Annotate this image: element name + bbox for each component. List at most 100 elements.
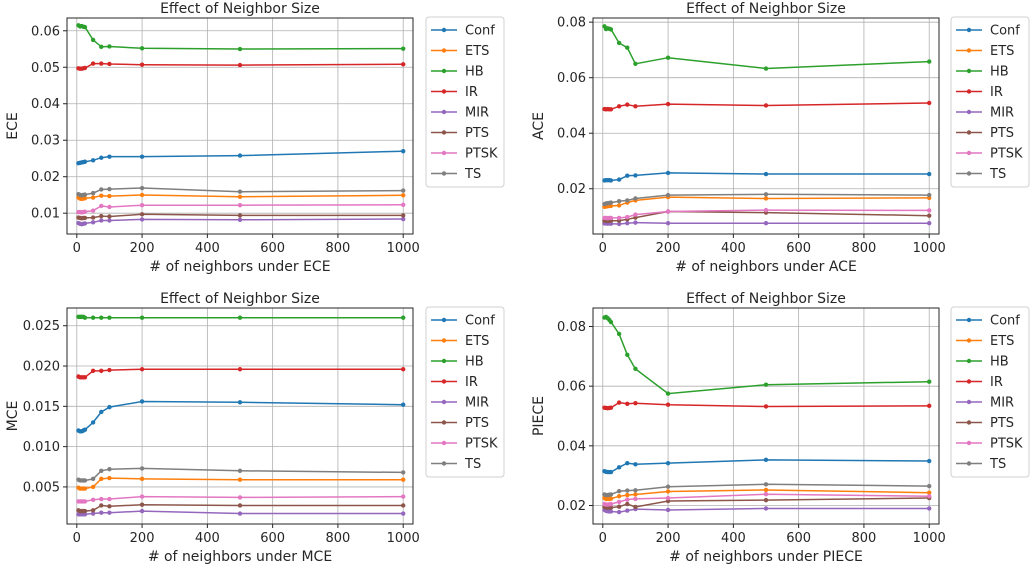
chart-2-legend-label-mir: MIR xyxy=(990,106,1014,121)
chart-4-legend-label-ts: TS xyxy=(989,457,1006,472)
chart-2-point-ts-10 xyxy=(927,192,932,198)
chart-2-point-ts-8 xyxy=(665,192,671,198)
chart-3-point-mir-9 xyxy=(237,511,243,516)
chart-1-legend-marker-ptsk xyxy=(441,150,447,156)
chart-2-point-hb-4 xyxy=(608,27,614,32)
chart-2-point-hb-8 xyxy=(665,55,671,60)
chart-2-point-mir-10 xyxy=(927,220,932,226)
chart-2-point-ets-9 xyxy=(763,196,769,201)
chart-3-point-ptsk-6 xyxy=(99,496,104,502)
chart-2-point-mir-9 xyxy=(763,220,769,226)
chart-2-legend-marker-conf xyxy=(966,27,972,33)
chart-4-point-ptsk-10 xyxy=(927,494,932,499)
chart-1-point-ets-6 xyxy=(99,193,104,198)
chart-1-point-conf-7 xyxy=(107,154,112,159)
chart-1-point-ets-8 xyxy=(139,192,145,198)
chart-2-point-conf-8 xyxy=(665,170,671,176)
chart-4-ytick-label-1: 0.04 xyxy=(557,439,586,454)
chart-4-legend-marker-ets xyxy=(966,338,972,343)
chart-2-legend-marker-hb xyxy=(966,68,972,74)
chart-2-point-mir-6 xyxy=(625,220,630,226)
chart-1-point-ts-9 xyxy=(237,189,243,194)
chart-2-legend-marker-ir xyxy=(966,89,972,94)
chart-2-point-ptsk-6 xyxy=(625,214,630,220)
chart-1-point-mir-7 xyxy=(107,218,112,223)
chart-1-point-ptsk-5 xyxy=(90,208,96,213)
chart-1-point-ptsk-8 xyxy=(139,202,145,208)
chart-3-point-pts-4 xyxy=(82,508,88,514)
chart-2-title: Effect of Neighbor Size xyxy=(686,1,846,17)
chart-1-ytick-label-0: 0.01 xyxy=(31,207,60,222)
chart-2-point-ptsk-10 xyxy=(927,208,932,213)
chart-2-xtick-label-0: 0 xyxy=(599,241,607,256)
chart-2-frame xyxy=(592,17,940,235)
chart-2-point-ir-7 xyxy=(633,104,638,109)
chart-3-legend-label-hb: HB xyxy=(465,355,484,370)
chart-3-point-pts-5 xyxy=(90,508,96,513)
chart-4-point-ptsk-6 xyxy=(625,497,630,502)
chart-2-point-ir-9 xyxy=(763,103,769,108)
chart-2-point-ets-5 xyxy=(616,203,622,208)
chart-4-point-ir-10 xyxy=(927,403,932,409)
chart-3-point-ets-10 xyxy=(401,477,406,482)
chart-2-ytick-label-2: 0.06 xyxy=(557,71,586,86)
chart-4-legend-marker-conf xyxy=(966,317,972,323)
chart-2-legend: Conf ETS HB IR MIR PTS PTSK TS xyxy=(950,16,1030,188)
chart-2-xlabel: # of neighbors under ACE xyxy=(675,259,857,275)
chart-1-legend-label-ptsk: PTSK xyxy=(465,147,498,162)
chart-4-legend-label-pts: PTS xyxy=(990,416,1014,431)
chart-3-legend-marker-ptsk xyxy=(441,440,447,446)
chart-3-point-conf-4 xyxy=(82,427,88,432)
chart-4-point-ets-7 xyxy=(633,492,638,497)
chart-3-point-ptsk-8 xyxy=(139,494,145,499)
chart-3-point-ir-4 xyxy=(82,375,88,380)
chart-4-ytick-label-2: 0.06 xyxy=(557,380,586,395)
chart-4-legend-label-conf: Conf xyxy=(990,314,1020,329)
chart-3-point-conf-8 xyxy=(139,399,145,404)
chart-1-point-ir-8 xyxy=(139,62,145,67)
chart-2-legend-marker-pts xyxy=(966,130,972,135)
chart-4-point-mir-9 xyxy=(763,506,769,511)
chart-1-frame xyxy=(66,17,414,235)
chart-1-point-ptsk-4 xyxy=(82,209,88,214)
chart-3-xlabel: # of neighbors under MCE xyxy=(148,549,332,565)
chart-3-point-conf-10 xyxy=(401,402,406,407)
chart-1-point-hb-7 xyxy=(107,44,112,49)
chart-4-legend-marker-hb xyxy=(966,358,972,364)
chart-4-point-hb-6 xyxy=(625,352,630,358)
chart-2-legend-frame xyxy=(950,16,1030,188)
chart-1-point-hb-4 xyxy=(82,24,88,30)
chart-1-point-ir-5 xyxy=(90,61,96,66)
chart-4-xtick-label-0: 0 xyxy=(599,531,607,546)
chart-3-xtick-label-1: 200 xyxy=(130,531,155,546)
chart-4-point-ets-6 xyxy=(625,492,630,498)
chart-3-point-ptsk-4 xyxy=(82,499,88,504)
chart-1-legend-frame xyxy=(425,16,505,188)
chart-2-point-ir-10 xyxy=(927,100,932,106)
chart-1-point-ptsk-10 xyxy=(401,202,406,208)
chart-3-point-conf-7 xyxy=(107,404,112,410)
chart-3-point-ets-4 xyxy=(82,486,88,491)
chart-3-legend-label-conf: Conf xyxy=(465,314,495,329)
chart-1-point-conf-10 xyxy=(401,148,406,154)
chart-1: 0 200 400 600 800 1000 0.01 0.02 0.03 0.04 0.05 0.0… xyxy=(5,1,505,275)
chart-1-point-ir-7 xyxy=(107,61,112,67)
chart-1-xtick-label-2: 400 xyxy=(195,241,220,256)
chart-4-point-mir-6 xyxy=(625,508,630,513)
chart-1-xtick-label-1: 200 xyxy=(130,241,155,256)
chart-3-point-hb-6 xyxy=(99,315,104,320)
chart-2-point-ts-5 xyxy=(616,199,622,204)
chart-4-ylabel: PIECE xyxy=(531,396,547,436)
chart-3-point-hb-7 xyxy=(107,315,112,320)
chart-4-point-conf-5 xyxy=(616,465,622,470)
chart-4-point-mir-10 xyxy=(927,506,932,511)
chart-2-point-ptsk-8 xyxy=(665,209,671,214)
chart-3-point-ptsk-7 xyxy=(107,496,112,502)
chart-3-frame xyxy=(66,307,414,525)
chart-4-xtick-label-2: 400 xyxy=(721,531,746,546)
chart-4-line-hb xyxy=(604,316,930,395)
chart-1-point-conf-5 xyxy=(90,158,96,163)
chart-1-legend: Conf ETS HB IR MIR PTS PTSK TS xyxy=(425,16,505,188)
chart-1-point-mir-4 xyxy=(82,221,88,226)
